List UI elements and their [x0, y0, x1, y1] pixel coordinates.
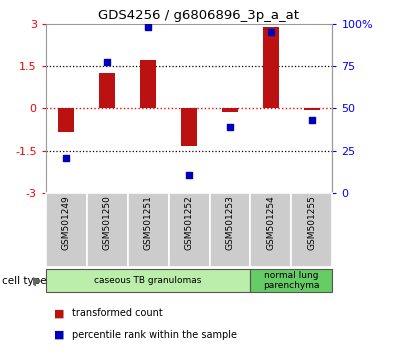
Text: GSM501251: GSM501251: [144, 195, 152, 250]
Bar: [58, 108, 74, 132]
Bar: [250, 193, 291, 267]
Point: [268, 29, 274, 35]
Text: ■: ■: [54, 308, 64, 318]
Bar: [87, 193, 128, 267]
Text: GDS4256 / g6806896_3p_a_at: GDS4256 / g6806896_3p_a_at: [98, 9, 300, 22]
Bar: [304, 108, 320, 110]
Bar: [263, 27, 279, 108]
Bar: [291, 193, 332, 267]
Bar: [46, 269, 250, 292]
Bar: [46, 193, 87, 267]
Bar: [209, 193, 250, 267]
Point: [145, 24, 151, 29]
Text: GSM501253: GSM501253: [226, 195, 234, 250]
Text: caseous TB granulomas: caseous TB granulomas: [94, 276, 202, 285]
Bar: [99, 73, 115, 108]
Text: percentile rank within the sample: percentile rank within the sample: [72, 330, 237, 339]
Text: GSM501252: GSM501252: [185, 195, 193, 250]
Point: [186, 172, 192, 177]
Text: ■: ■: [54, 330, 64, 339]
Point: [227, 124, 233, 130]
Text: transformed count: transformed count: [72, 308, 162, 318]
Bar: [222, 108, 238, 112]
Point: [309, 117, 315, 122]
Text: GSM501255: GSM501255: [307, 195, 316, 250]
Point: [104, 59, 110, 65]
Text: GSM501254: GSM501254: [266, 195, 275, 250]
Text: cell type: cell type: [2, 275, 47, 286]
Text: GSM501250: GSM501250: [103, 195, 112, 250]
Text: normal lung
parenchyma: normal lung parenchyma: [263, 271, 320, 290]
Point: [63, 155, 69, 160]
Bar: [250, 269, 332, 292]
Text: GSM501249: GSM501249: [62, 195, 71, 250]
Bar: [169, 193, 209, 267]
Bar: [128, 193, 169, 267]
Text: ▶: ▶: [33, 275, 41, 286]
Bar: [140, 61, 156, 108]
Bar: [181, 108, 197, 147]
